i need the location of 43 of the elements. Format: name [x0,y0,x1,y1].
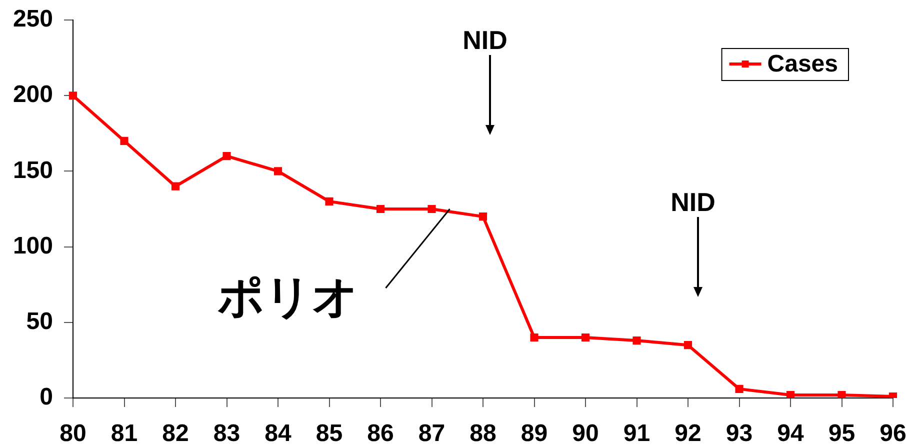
annotation: NID [670,187,716,218]
annotation: NID [462,25,508,56]
x-tick-label: 86 [367,420,394,446]
point [786,390,795,398]
point [222,152,231,160]
point [684,341,692,350]
legend-label: Cases [767,50,838,78]
y-tick-label: 150 [12,156,53,184]
point [428,204,436,214]
point [530,333,538,342]
point [632,336,641,345]
point [838,390,846,398]
x-tick-label: 93 [726,420,753,446]
x-tick-label: 92 [674,420,702,446]
x-tick-label: 81 [110,420,138,446]
x-tick-label: 95 [828,420,856,446]
point [171,182,180,190]
x-tick-label: 90 [572,420,599,446]
point [581,333,590,342]
x-tick-label: 91 [623,420,650,446]
point [478,212,488,221]
y-tick-label: 250 [12,6,53,33]
x-tick-label: 83 [213,420,240,446]
point [68,92,78,100]
x-tick-label: 87 [418,420,446,446]
x-tick-label: 94 [777,420,804,446]
x-tick-label: 85 [316,420,343,446]
y-tick-label: 200 [12,81,53,108]
point [120,136,128,145]
x-tick-label: 82 [162,420,189,446]
point [274,167,282,176]
x-tick-label: 88 [470,420,496,446]
y-tick-label: 50 [26,308,53,336]
x-tick-label: 89 [520,420,548,446]
x-tick-label: 84 [264,420,292,446]
point [735,384,744,393]
x-tick-label: 96 [880,420,906,446]
point [325,197,334,206]
y-tick-label: 0 [40,384,53,411]
point [376,204,385,214]
x-tick-label: 80 [60,420,86,446]
annotation: ポリオ [217,270,358,323]
y-tick-label: 100 [12,232,53,260]
